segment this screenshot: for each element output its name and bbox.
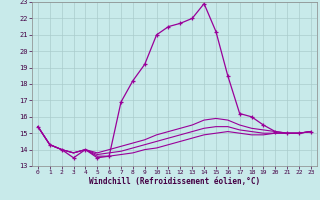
- X-axis label: Windchill (Refroidissement éolien,°C): Windchill (Refroidissement éolien,°C): [89, 177, 260, 186]
